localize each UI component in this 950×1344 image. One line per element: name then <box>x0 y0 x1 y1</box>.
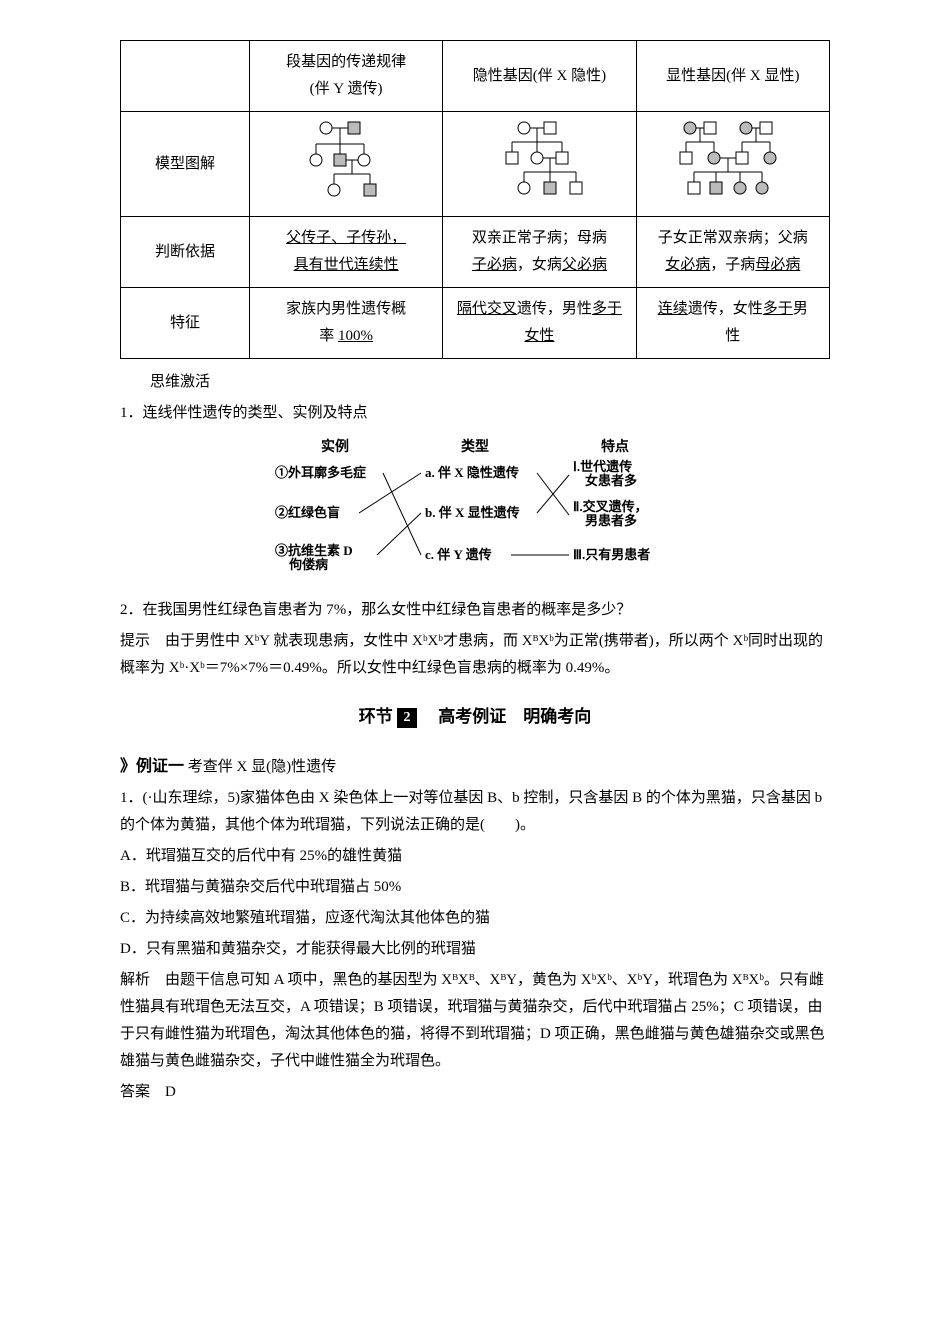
m3: c. 伴 Y 遗传 <box>425 547 492 562</box>
pedigree-svg-xd <box>658 116 808 202</box>
text: 遗传，男性 <box>517 301 592 317</box>
activate-title: 思维激活 <box>120 369 830 396</box>
text: ，女病 <box>517 257 562 273</box>
text-u: 具有世代连续性 <box>294 257 399 273</box>
text-u: 女性 <box>524 328 554 344</box>
head-3: 特点 <box>601 438 629 455</box>
text: 双亲正常子病；母病 <box>472 230 607 246</box>
text: 率 <box>319 328 338 344</box>
text-u: 女必病 <box>665 257 710 273</box>
pedigree-xr <box>443 112 636 217</box>
pedigree-xd <box>636 112 829 217</box>
answer: 答案 D <box>120 1079 830 1106</box>
option-c: C．为持续高效地繁殖玳瑁猫，应逐代淘汰其他体色的猫 <box>120 905 830 932</box>
table-row: 段基因的传递规律 (伴 Y 遗传) 隐性基因(伴 X 隐性) 显性基因(伴 X … <box>121 41 830 112</box>
example-title: 》例证一 考查伴 X 显(隐)性遗传 <box>120 753 830 782</box>
text-u: 多于 <box>763 301 793 317</box>
m2: b. 伴 X 显性遗传 <box>425 505 520 520</box>
head-1: 实例 <box>321 438 349 455</box>
cell: 隔代交叉遗传，男性多于 女性 <box>443 288 636 359</box>
text: 男 <box>793 301 808 317</box>
text-u: 隔代交叉 <box>457 301 517 317</box>
text: ，子病 <box>710 257 755 273</box>
l3a: ③抗维生素 D <box>275 543 353 558</box>
head-2: 类型 <box>461 438 489 455</box>
text-u: 父必病 <box>562 257 607 273</box>
cell-blank <box>121 41 250 112</box>
l2: ②红绿色盲 <box>275 505 340 520</box>
table-row: 模型图解 <box>121 112 830 217</box>
text-u: 100% <box>338 328 373 344</box>
row-label-model: 模型图解 <box>121 112 250 217</box>
text-u: 父传子、子传孙， <box>286 230 406 246</box>
row-label-feat: 特征 <box>121 288 250 359</box>
text-u: 母必病 <box>755 257 800 273</box>
inheritance-table: 段基因的传递规律 (伴 Y 遗传) 隐性基因(伴 X 隐性) 显性基因(伴 X … <box>120 40 830 359</box>
example-subtitle: 考查伴 X 显(隐)性遗传 <box>188 759 336 775</box>
text: 遗传，女性 <box>688 301 763 317</box>
cell: 子女正常双亲病；父病 女必病，子病母必病 <box>636 217 829 288</box>
cell: 父传子、子传孙， 具有世代连续性 <box>249 217 442 288</box>
cell: 双亲正常子病；母病 子必病，女病父必病 <box>443 217 636 288</box>
cell-x-dom: 显性基因(伴 X 显性) <box>636 41 829 112</box>
text-u: 子必病 <box>472 257 517 273</box>
l3b: 佝偻病 <box>289 557 328 572</box>
r2b: 男患者多 <box>585 513 637 528</box>
option-a: A．玳瑁猫互交的后代中有 25%的雄性黄猫 <box>120 843 830 870</box>
section-num-icon: 2 <box>397 708 417 728</box>
text: (伴 Y 遗传) <box>310 81 383 97</box>
r1a: Ⅰ.世代遗传 <box>573 459 632 474</box>
link-svg: 实例 类型 特点 ①外耳廓多毛症 ②红绿色盲 ③抗维生素 D 佝偻病 a. 伴 … <box>265 437 685 577</box>
question-2: 2．在我国男性红绿色盲患者为 7%，那么女性中红绿色盲患者的概率是多少？ <box>120 597 830 624</box>
cell: 家族内男性遗传概 率 100% <box>249 288 442 359</box>
cell: 连续遗传，女性多于男 性 <box>636 288 829 359</box>
r1b: 女患者多 <box>585 473 637 488</box>
cell-y: 段基因的传递规律 (伴 Y 遗传) <box>249 41 442 112</box>
pedigree-y <box>249 112 442 217</box>
text: 性 <box>725 328 740 344</box>
section-pre: 环节 <box>359 707 393 726</box>
text: 段基因的传递规律 <box>286 54 406 70</box>
pedigree-svg-xr <box>474 116 604 202</box>
text: 家族内男性遗传概 <box>286 301 406 317</box>
pedigree-svg-y <box>286 116 406 202</box>
analysis-text: 由题干信息可知 A 项中，黑色的基因型为 XᴮXᴮ、XᴮY，黄色为 XᵇXᵇ、X… <box>120 972 825 1069</box>
row-label-basis: 判断依据 <box>121 217 250 288</box>
ex-question: 1．(·山东理综，5)家猫体色由 X 染色体上一对等位基因 B、b 控制，只含基… <box>120 785 830 839</box>
link-diagram: 实例 类型 特点 ①外耳廓多毛症 ②红绿色盲 ③抗维生素 D 佝偻病 a. 伴 … <box>120 437 830 587</box>
arrow-icon: 》例证一 <box>120 758 184 775</box>
question-1: 1．连线伴性遗传的类型、实例及特点 <box>120 400 830 427</box>
cell-x-rec: 隐性基因(伴 X 隐性) <box>443 41 636 112</box>
hint: 提示 由于男性中 XᵇY 就表现患病，女性中 XᵇXᵇ才患病，而 XᴮXᵇ为正常… <box>120 628 830 682</box>
analysis-label: 解析 <box>120 972 150 988</box>
table-row: 判断依据 父传子、子传孙， 具有世代连续性 双亲正常子病；母病 子必病，女病父必… <box>121 217 830 288</box>
option-b: B．玳瑁猫与黄猫杂交后代中玳瑁猫占 50% <box>120 874 830 901</box>
text: 子女正常双亲病；父病 <box>658 230 808 246</box>
l1: ①外耳廓多毛症 <box>275 465 366 480</box>
section-header: 环节 2 高考例证 明确考向 <box>120 702 830 733</box>
text-u: 多于 <box>592 301 622 317</box>
r3: Ⅲ.只有男患者 <box>573 547 650 562</box>
r2a: Ⅱ.交叉遗传， <box>573 499 648 514</box>
m1: a. 伴 X 隐性遗传 <box>425 465 519 480</box>
option-d: D．只有黑猫和黄猫杂交，才能获得最大比例的玳瑁猫 <box>120 936 830 963</box>
analysis: 解析 由题干信息可知 A 项中，黑色的基因型为 XᴮXᴮ、XᴮY，黄色为 XᵇX… <box>120 967 830 1075</box>
text-u: 连续 <box>658 301 688 317</box>
table-row: 特征 家族内男性遗传概 率 100% 隔代交叉遗传，男性多于 女性 连续遗传，女… <box>121 288 830 359</box>
section-post: 高考例证 明确考向 <box>421 707 591 726</box>
